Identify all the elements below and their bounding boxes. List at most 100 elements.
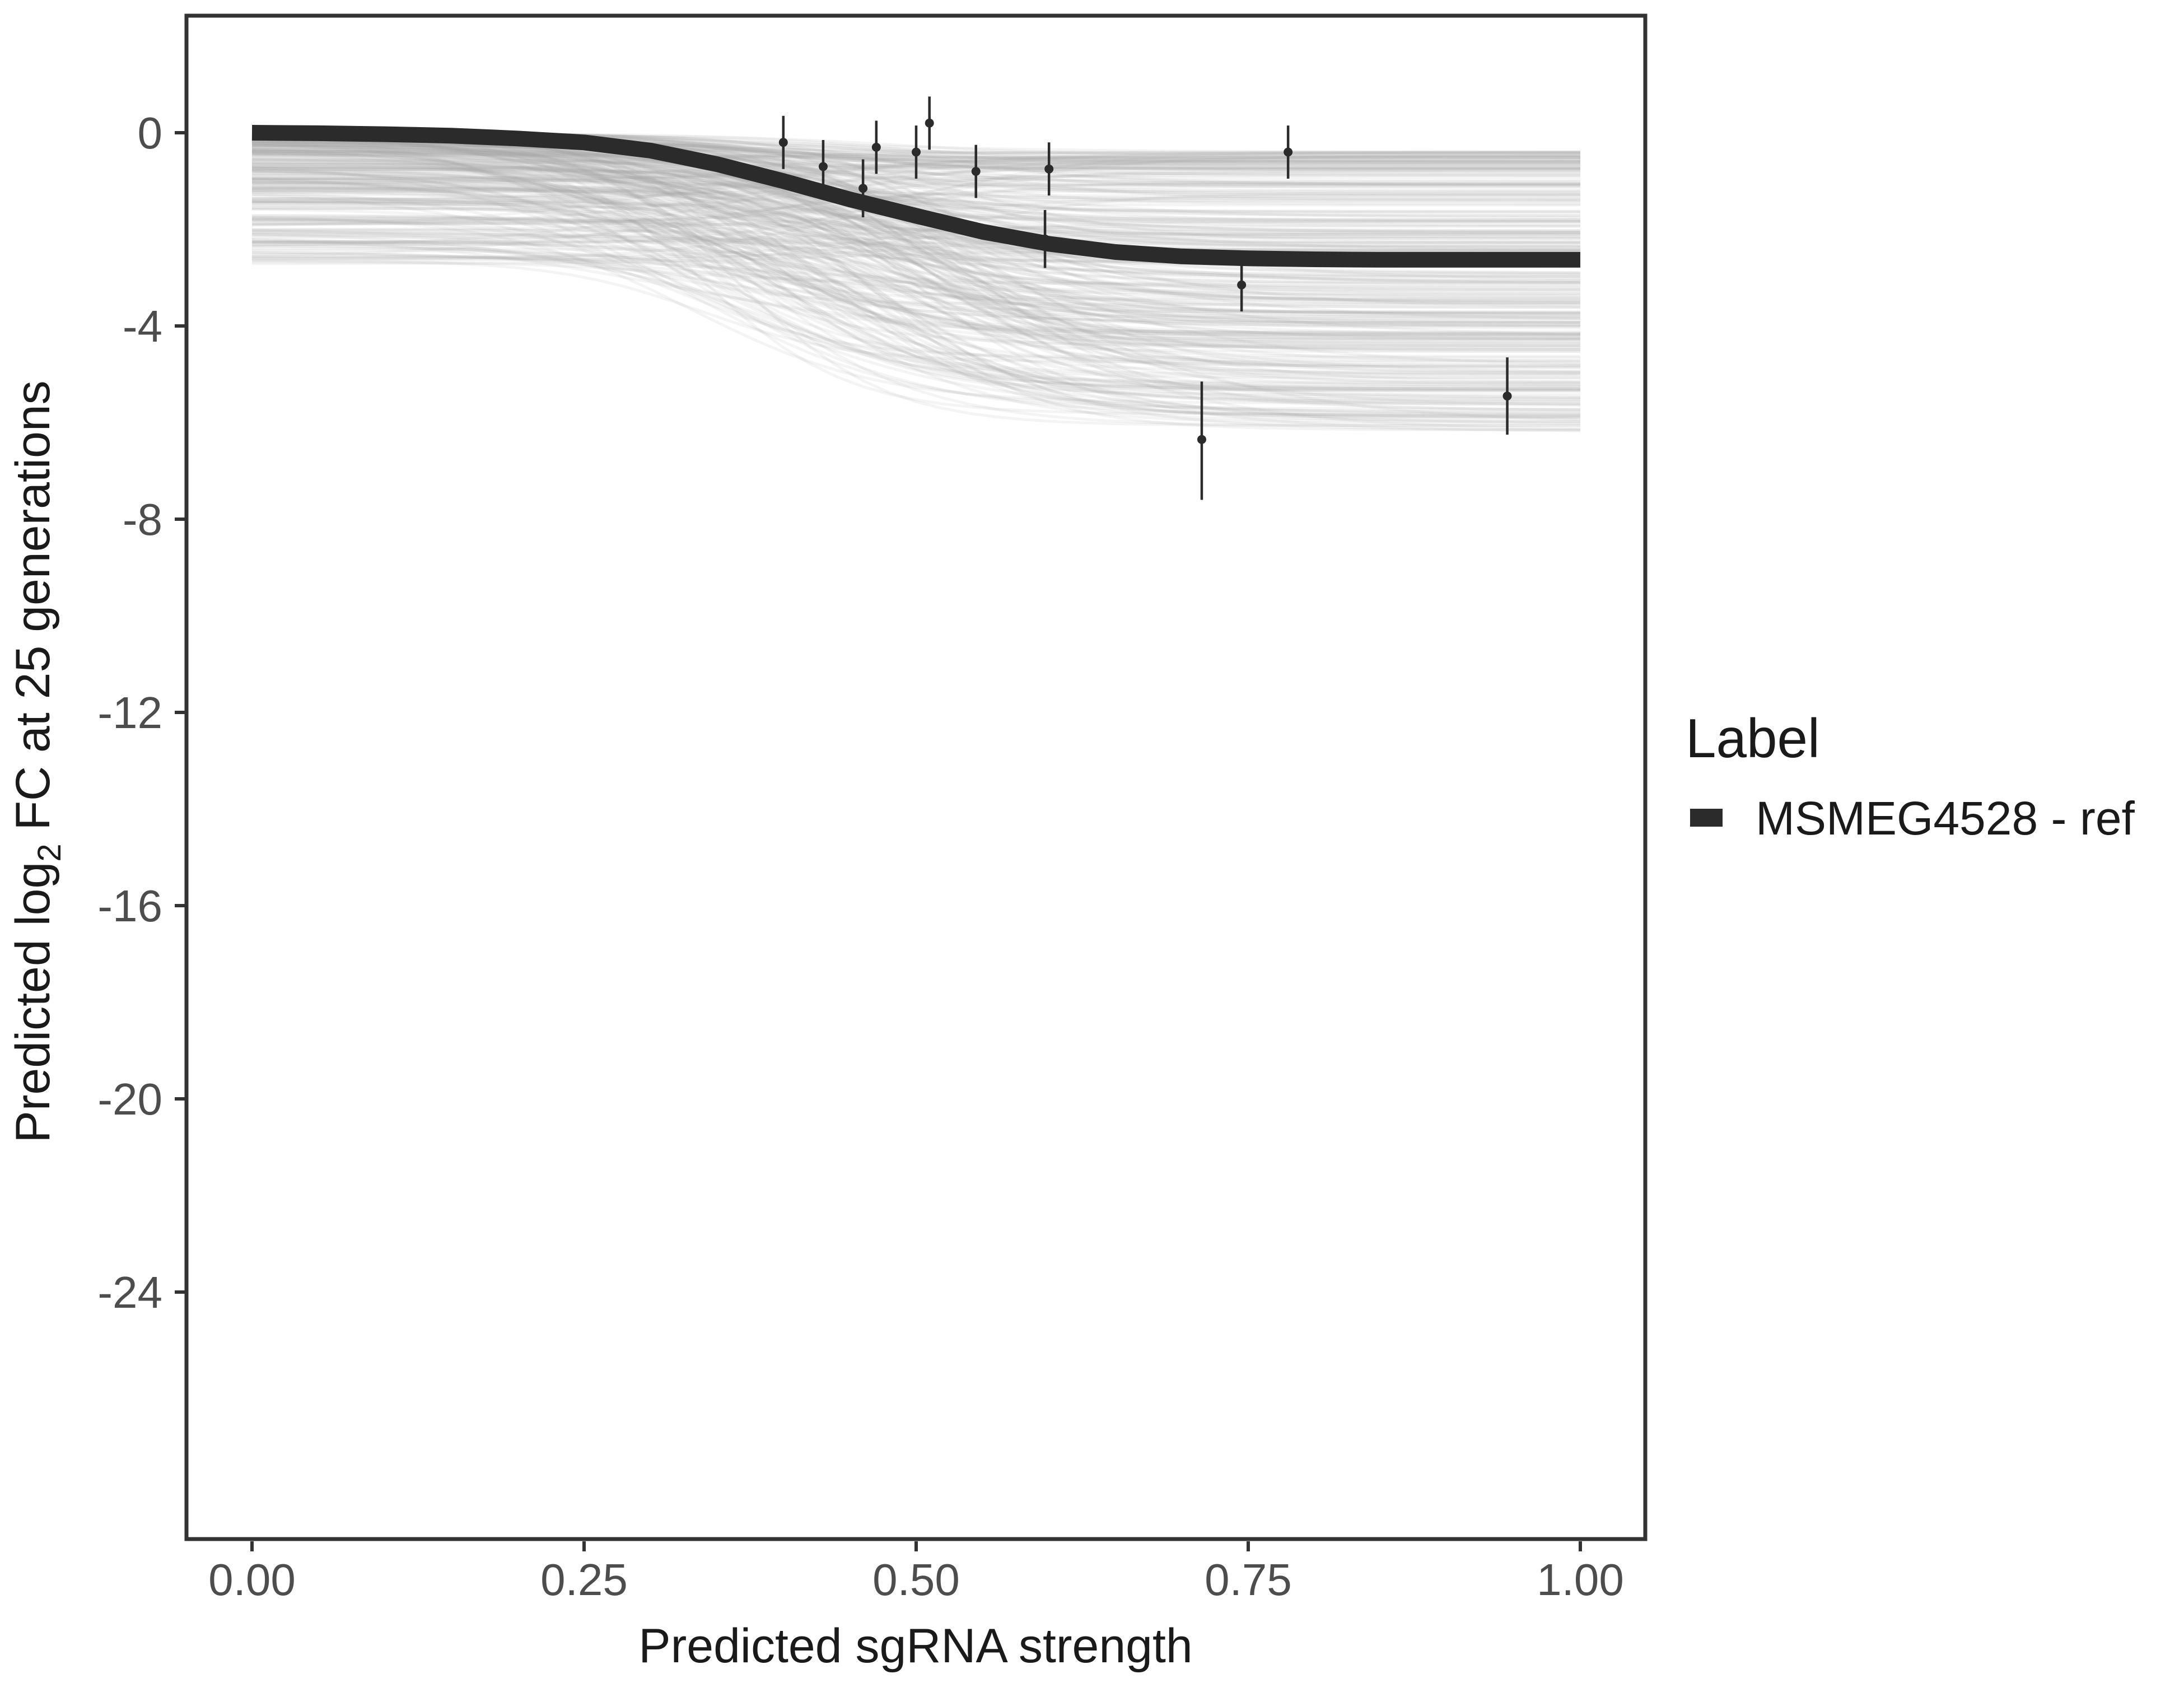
y-tick-label: -20 [97, 1074, 162, 1124]
posterior-draw-line [252, 189, 1580, 226]
posterior-draw-line [252, 229, 1580, 390]
posterior-draw-line [251, 174, 1580, 251]
posterior-draw-line [251, 152, 1580, 314]
posterior-draw-line [251, 251, 1581, 296]
posterior-draw-line [251, 150, 1580, 221]
x-tick-label: 0.75 [1205, 1555, 1292, 1605]
posterior-draw-line [251, 208, 1581, 328]
posterior-draw-line [251, 252, 1581, 288]
y-tick-label: 0 [138, 108, 163, 158]
posterior-draw-line [251, 158, 1581, 281]
posterior-draw-line [251, 182, 1580, 341]
posterior-draw-line [252, 151, 1580, 223]
posterior-draw-line [251, 259, 1580, 363]
x-tick-label: 1.00 [1537, 1555, 1624, 1605]
posterior-draw-line [252, 234, 1580, 337]
posterior-draw-line [252, 257, 1580, 324]
posterior-draw-line [251, 159, 1581, 341]
posterior-draw-line [251, 177, 1581, 324]
posterior-draw-line [251, 131, 1580, 388]
legend-entry-label: MSMEG4528 - ref [1756, 792, 2135, 845]
posterior-draw-line [252, 179, 1580, 244]
posterior-draw-line [252, 159, 1581, 246]
fit-curve-layer [251, 125, 1580, 268]
posterior-draw-line [252, 201, 1581, 330]
posterior-draw-line [251, 243, 1581, 369]
posterior-draw-line [251, 132, 1580, 314]
posterior-draw-line [251, 150, 1581, 425]
posterior-draw-line [252, 173, 1580, 201]
posterior-draw-line [251, 138, 1581, 431]
posterior-draw-line [252, 148, 1580, 252]
fit-curve-line [251, 125, 1580, 268]
data-point [1502, 391, 1512, 401]
posterior-draw-line [251, 144, 1581, 335]
posterior-draw-line [252, 183, 1580, 192]
posterior-draw-line [251, 139, 1580, 327]
posterior-draw-line [251, 143, 1580, 374]
legend-key-swatch [1690, 809, 1723, 827]
posterior-draw-line [251, 219, 1580, 397]
posterior-draw-line [251, 232, 1581, 337]
posterior-draw-line [251, 178, 1580, 318]
posterior-draw-line [252, 197, 1580, 284]
posterior-draw-line [252, 175, 1580, 213]
posterior-draw-line [251, 217, 1580, 384]
data-point [925, 118, 934, 128]
data-point [818, 162, 828, 171]
posterior-draw-line [252, 167, 1581, 228]
data-point [778, 138, 788, 147]
posterior-draw-line [252, 171, 1580, 297]
data-point [858, 184, 868, 193]
posterior-draw-line [252, 231, 1581, 305]
posterior-draw-line [251, 214, 1581, 420]
posterior-draw-line [251, 146, 1580, 249]
legend-title: Label [1686, 707, 1820, 769]
posterior-draw-line [251, 166, 1581, 346]
posterior-draw-line [251, 184, 1580, 301]
posterior-draw-line [251, 183, 1581, 284]
posterior-draw-line [251, 147, 1581, 399]
data-point [1197, 435, 1206, 444]
posterior-draw-line [251, 152, 1580, 369]
posterior-draw-line [251, 185, 1580, 207]
posterior-draw-line [251, 251, 1581, 351]
posterior-draw-line [252, 148, 1580, 327]
posterior-draw-line [251, 193, 1581, 414]
posterior-draw-line [251, 134, 1580, 362]
posterior-draw-line [251, 186, 1580, 425]
posterior-draw-line [251, 151, 1581, 432]
posterior-draw-line [251, 188, 1580, 203]
posterior-draw-line [251, 183, 1580, 201]
posterior-draw-line [252, 191, 1580, 258]
posterior-draw-line [252, 161, 1580, 193]
posterior-draw-line [252, 250, 1580, 265]
y-axis-title-prefix: Predicted log [6, 862, 60, 1143]
posterior-draw-line [251, 131, 1580, 416]
posterior-draw-line [251, 148, 1581, 223]
posterior-draw-line [251, 201, 1581, 316]
x-tick-label: 0.50 [872, 1555, 960, 1605]
posterior-draw-line [251, 167, 1580, 335]
posterior-draw-line [251, 140, 1581, 422]
posterior-draw-line [251, 139, 1581, 324]
posterior-draw-line [252, 153, 1581, 226]
posterior-draw-line [251, 245, 1581, 315]
posterior-draw-line [251, 193, 1581, 283]
posterior-draw-line [252, 255, 1580, 351]
y-tick-label: -16 [97, 881, 162, 931]
posterior-draw-line [251, 167, 1580, 246]
posterior-draw-line [252, 207, 1580, 235]
posterior-draw-line [252, 236, 1580, 391]
posterior-draw-line [251, 162, 1580, 338]
posterior-draw-line [251, 169, 1580, 347]
y-axis: 0 -4 -8 -12 -16 -20 -24 [97, 108, 185, 1317]
posterior-draw-line [251, 147, 1580, 187]
posterior-draw-line [251, 143, 1581, 339]
posterior-draw-line [251, 177, 1580, 198]
posterior-draw-line [251, 149, 1581, 411]
legend: Label MSMEG4528 - ref [1686, 707, 2135, 845]
posterior-draw-line [251, 136, 1581, 432]
posterior-draw-line [251, 169, 1581, 391]
